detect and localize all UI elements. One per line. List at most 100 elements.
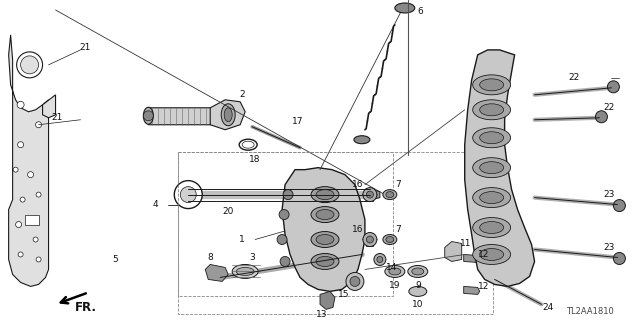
Ellipse shape bbox=[311, 232, 339, 247]
Ellipse shape bbox=[479, 162, 504, 174]
Text: 12: 12 bbox=[478, 250, 490, 259]
Ellipse shape bbox=[316, 235, 334, 244]
Ellipse shape bbox=[473, 75, 511, 95]
Circle shape bbox=[36, 257, 41, 262]
Polygon shape bbox=[148, 108, 218, 125]
Circle shape bbox=[607, 81, 620, 93]
Text: 16: 16 bbox=[352, 225, 364, 234]
Text: 14: 14 bbox=[386, 263, 397, 272]
Ellipse shape bbox=[311, 207, 339, 222]
Circle shape bbox=[180, 187, 196, 203]
Text: 15: 15 bbox=[338, 290, 349, 299]
Circle shape bbox=[350, 276, 360, 286]
Text: 23: 23 bbox=[604, 243, 615, 252]
Ellipse shape bbox=[473, 158, 511, 178]
Polygon shape bbox=[205, 264, 228, 281]
Circle shape bbox=[18, 252, 23, 257]
Circle shape bbox=[279, 210, 289, 220]
Text: 19: 19 bbox=[389, 281, 401, 290]
Circle shape bbox=[20, 56, 38, 74]
Ellipse shape bbox=[473, 218, 511, 237]
Polygon shape bbox=[464, 254, 479, 262]
Ellipse shape bbox=[386, 236, 394, 243]
Text: 7: 7 bbox=[395, 225, 401, 234]
Ellipse shape bbox=[473, 100, 511, 120]
Text: 7: 7 bbox=[395, 180, 401, 189]
Ellipse shape bbox=[239, 139, 257, 150]
Ellipse shape bbox=[395, 3, 415, 13]
Ellipse shape bbox=[473, 128, 511, 148]
Circle shape bbox=[28, 172, 33, 178]
Ellipse shape bbox=[408, 266, 428, 277]
Polygon shape bbox=[210, 100, 245, 130]
Polygon shape bbox=[465, 50, 534, 286]
Ellipse shape bbox=[311, 187, 339, 203]
Ellipse shape bbox=[479, 132, 504, 144]
Circle shape bbox=[20, 197, 25, 202]
Text: 22: 22 bbox=[604, 103, 615, 112]
Text: 21: 21 bbox=[80, 44, 91, 52]
Ellipse shape bbox=[412, 268, 424, 275]
Ellipse shape bbox=[354, 136, 370, 144]
Circle shape bbox=[374, 253, 386, 266]
Circle shape bbox=[17, 101, 24, 108]
Ellipse shape bbox=[383, 190, 397, 200]
Ellipse shape bbox=[316, 256, 334, 267]
Circle shape bbox=[595, 111, 607, 123]
Ellipse shape bbox=[473, 244, 511, 264]
Circle shape bbox=[367, 236, 373, 243]
Polygon shape bbox=[320, 292, 335, 309]
Ellipse shape bbox=[143, 107, 154, 124]
Text: 3: 3 bbox=[249, 253, 255, 262]
Polygon shape bbox=[282, 168, 365, 292]
Circle shape bbox=[613, 200, 625, 212]
Ellipse shape bbox=[409, 286, 427, 296]
Polygon shape bbox=[43, 95, 56, 118]
Text: 21: 21 bbox=[52, 113, 63, 122]
Circle shape bbox=[377, 256, 383, 262]
Polygon shape bbox=[445, 242, 461, 261]
Circle shape bbox=[613, 252, 625, 264]
Text: 18: 18 bbox=[250, 155, 261, 164]
Text: 20: 20 bbox=[223, 207, 234, 216]
Ellipse shape bbox=[479, 79, 504, 91]
Ellipse shape bbox=[385, 266, 405, 277]
Circle shape bbox=[18, 142, 24, 148]
Circle shape bbox=[143, 111, 154, 121]
Circle shape bbox=[174, 180, 202, 209]
Text: 10: 10 bbox=[412, 300, 424, 309]
Text: 2: 2 bbox=[239, 90, 245, 99]
Circle shape bbox=[280, 256, 290, 267]
Circle shape bbox=[363, 188, 377, 202]
Ellipse shape bbox=[383, 235, 397, 244]
Circle shape bbox=[346, 272, 364, 291]
Circle shape bbox=[33, 237, 38, 242]
Ellipse shape bbox=[224, 108, 232, 122]
Bar bbox=[24, 215, 38, 225]
Ellipse shape bbox=[316, 190, 334, 200]
Circle shape bbox=[367, 191, 373, 198]
Circle shape bbox=[283, 190, 293, 200]
Bar bbox=[179, 152, 493, 314]
Circle shape bbox=[277, 235, 287, 244]
Polygon shape bbox=[464, 286, 479, 294]
Circle shape bbox=[15, 221, 22, 228]
Ellipse shape bbox=[479, 249, 504, 260]
Ellipse shape bbox=[221, 104, 235, 126]
Text: 5: 5 bbox=[113, 255, 118, 264]
Ellipse shape bbox=[389, 268, 401, 275]
Text: 9: 9 bbox=[415, 281, 420, 290]
Text: 11: 11 bbox=[460, 239, 472, 248]
Ellipse shape bbox=[473, 188, 511, 208]
Text: 1: 1 bbox=[239, 235, 245, 244]
Text: 4: 4 bbox=[152, 200, 158, 209]
Text: TL2AA1810: TL2AA1810 bbox=[566, 307, 613, 316]
Ellipse shape bbox=[479, 104, 504, 116]
Ellipse shape bbox=[311, 253, 339, 269]
Circle shape bbox=[17, 52, 43, 78]
Ellipse shape bbox=[316, 210, 334, 220]
Text: 6: 6 bbox=[417, 7, 422, 16]
Ellipse shape bbox=[232, 264, 258, 278]
Text: 8: 8 bbox=[207, 253, 213, 262]
Text: 17: 17 bbox=[292, 117, 304, 126]
